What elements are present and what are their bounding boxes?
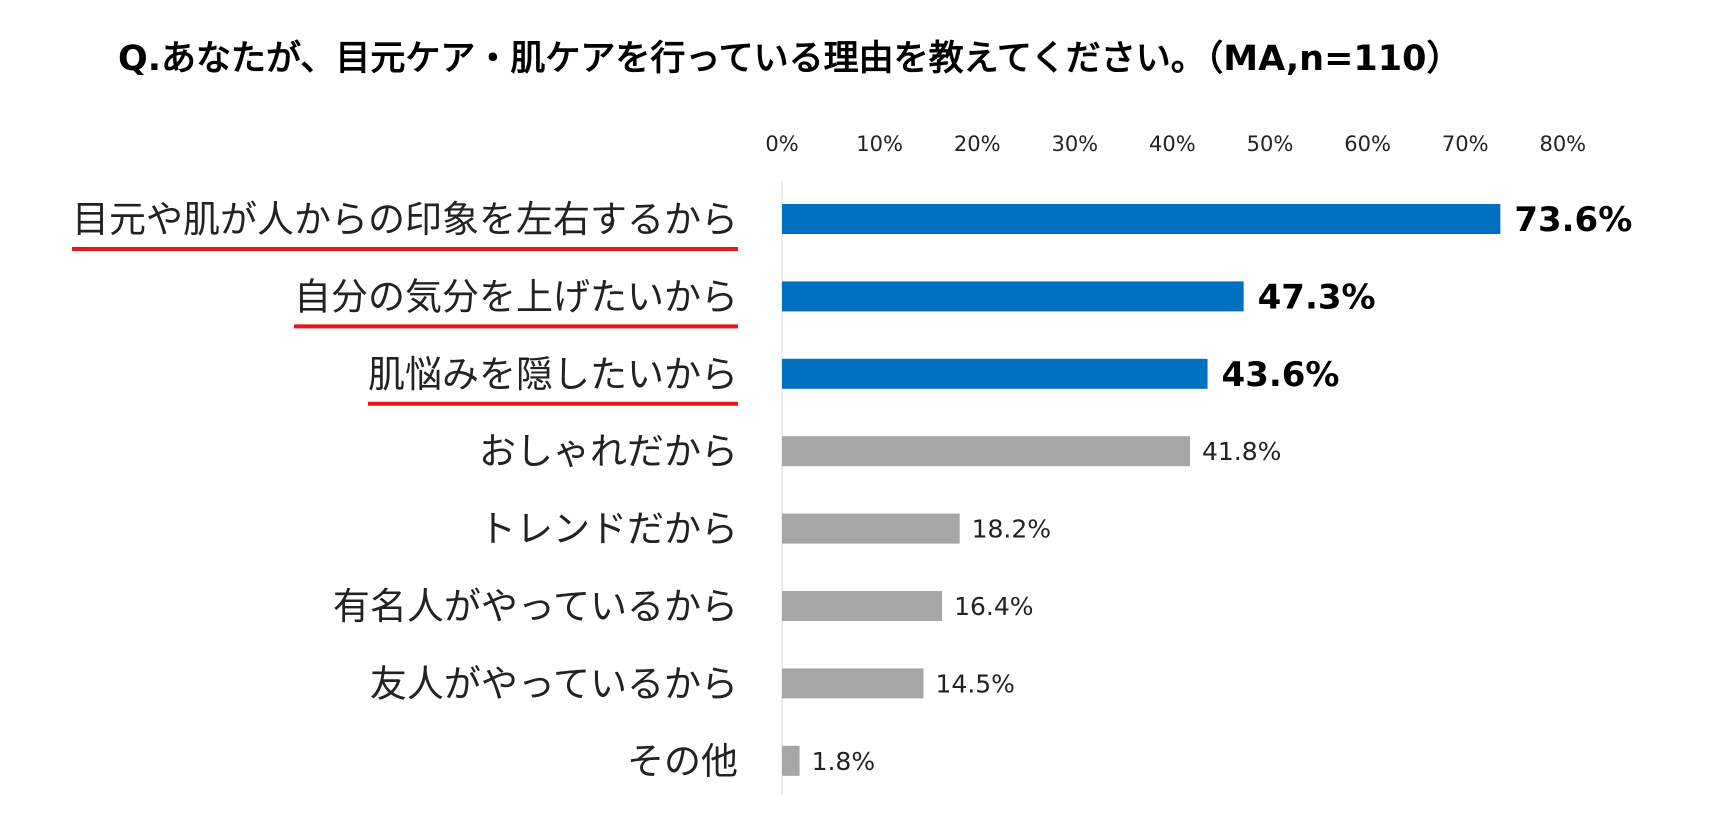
x-tick-label: 20%: [954, 132, 1001, 156]
bar: [782, 358, 1208, 389]
data-label: 47.3%: [1258, 277, 1376, 317]
data-label: 43.6%: [1222, 355, 1340, 395]
data-label: 18.2%: [972, 515, 1051, 544]
data-label: 73.6%: [1514, 200, 1632, 240]
category-label: おしゃれだから: [479, 430, 738, 473]
bar: [782, 591, 943, 621]
x-tick-label: 40%: [1149, 132, 1196, 156]
bar: [782, 204, 1501, 234]
bar: [782, 281, 1244, 312]
category-label: トレンドだから: [479, 508, 738, 551]
data-label: 41.8%: [1202, 437, 1281, 466]
bar: [782, 513, 960, 544]
category-label: その他: [627, 740, 738, 783]
category-label: 目元や肌が人からの印象を左右するから: [72, 198, 738, 241]
category-label: 自分の気分を上げたいから: [294, 275, 738, 318]
x-tick-label: 80%: [1539, 132, 1586, 156]
x-tick-label: 60%: [1344, 132, 1391, 156]
x-tick-label: 50%: [1247, 132, 1294, 156]
data-label: 16.4%: [954, 592, 1033, 621]
data-label: 14.5%: [936, 669, 1015, 698]
x-tick-label: 70%: [1442, 132, 1489, 156]
x-tick-label: 10%: [856, 132, 903, 156]
category-label: 友人がやっているから: [370, 662, 738, 705]
x-tick-label: 30%: [1051, 132, 1098, 156]
bar: [782, 668, 924, 699]
data-label: 1.8%: [812, 747, 876, 776]
x-tick-label: 0%: [765, 132, 798, 156]
chart-title: Q.あなたが、目元ケア・肌ケアを行っている理由を教えてください。（MA,n=11…: [118, 39, 1462, 79]
bar: [782, 745, 800, 776]
category-label: 有名人がやっているから: [333, 585, 738, 628]
bar: [782, 436, 1190, 467]
category-label: 肌悩みを隠したいから: [368, 353, 738, 396]
